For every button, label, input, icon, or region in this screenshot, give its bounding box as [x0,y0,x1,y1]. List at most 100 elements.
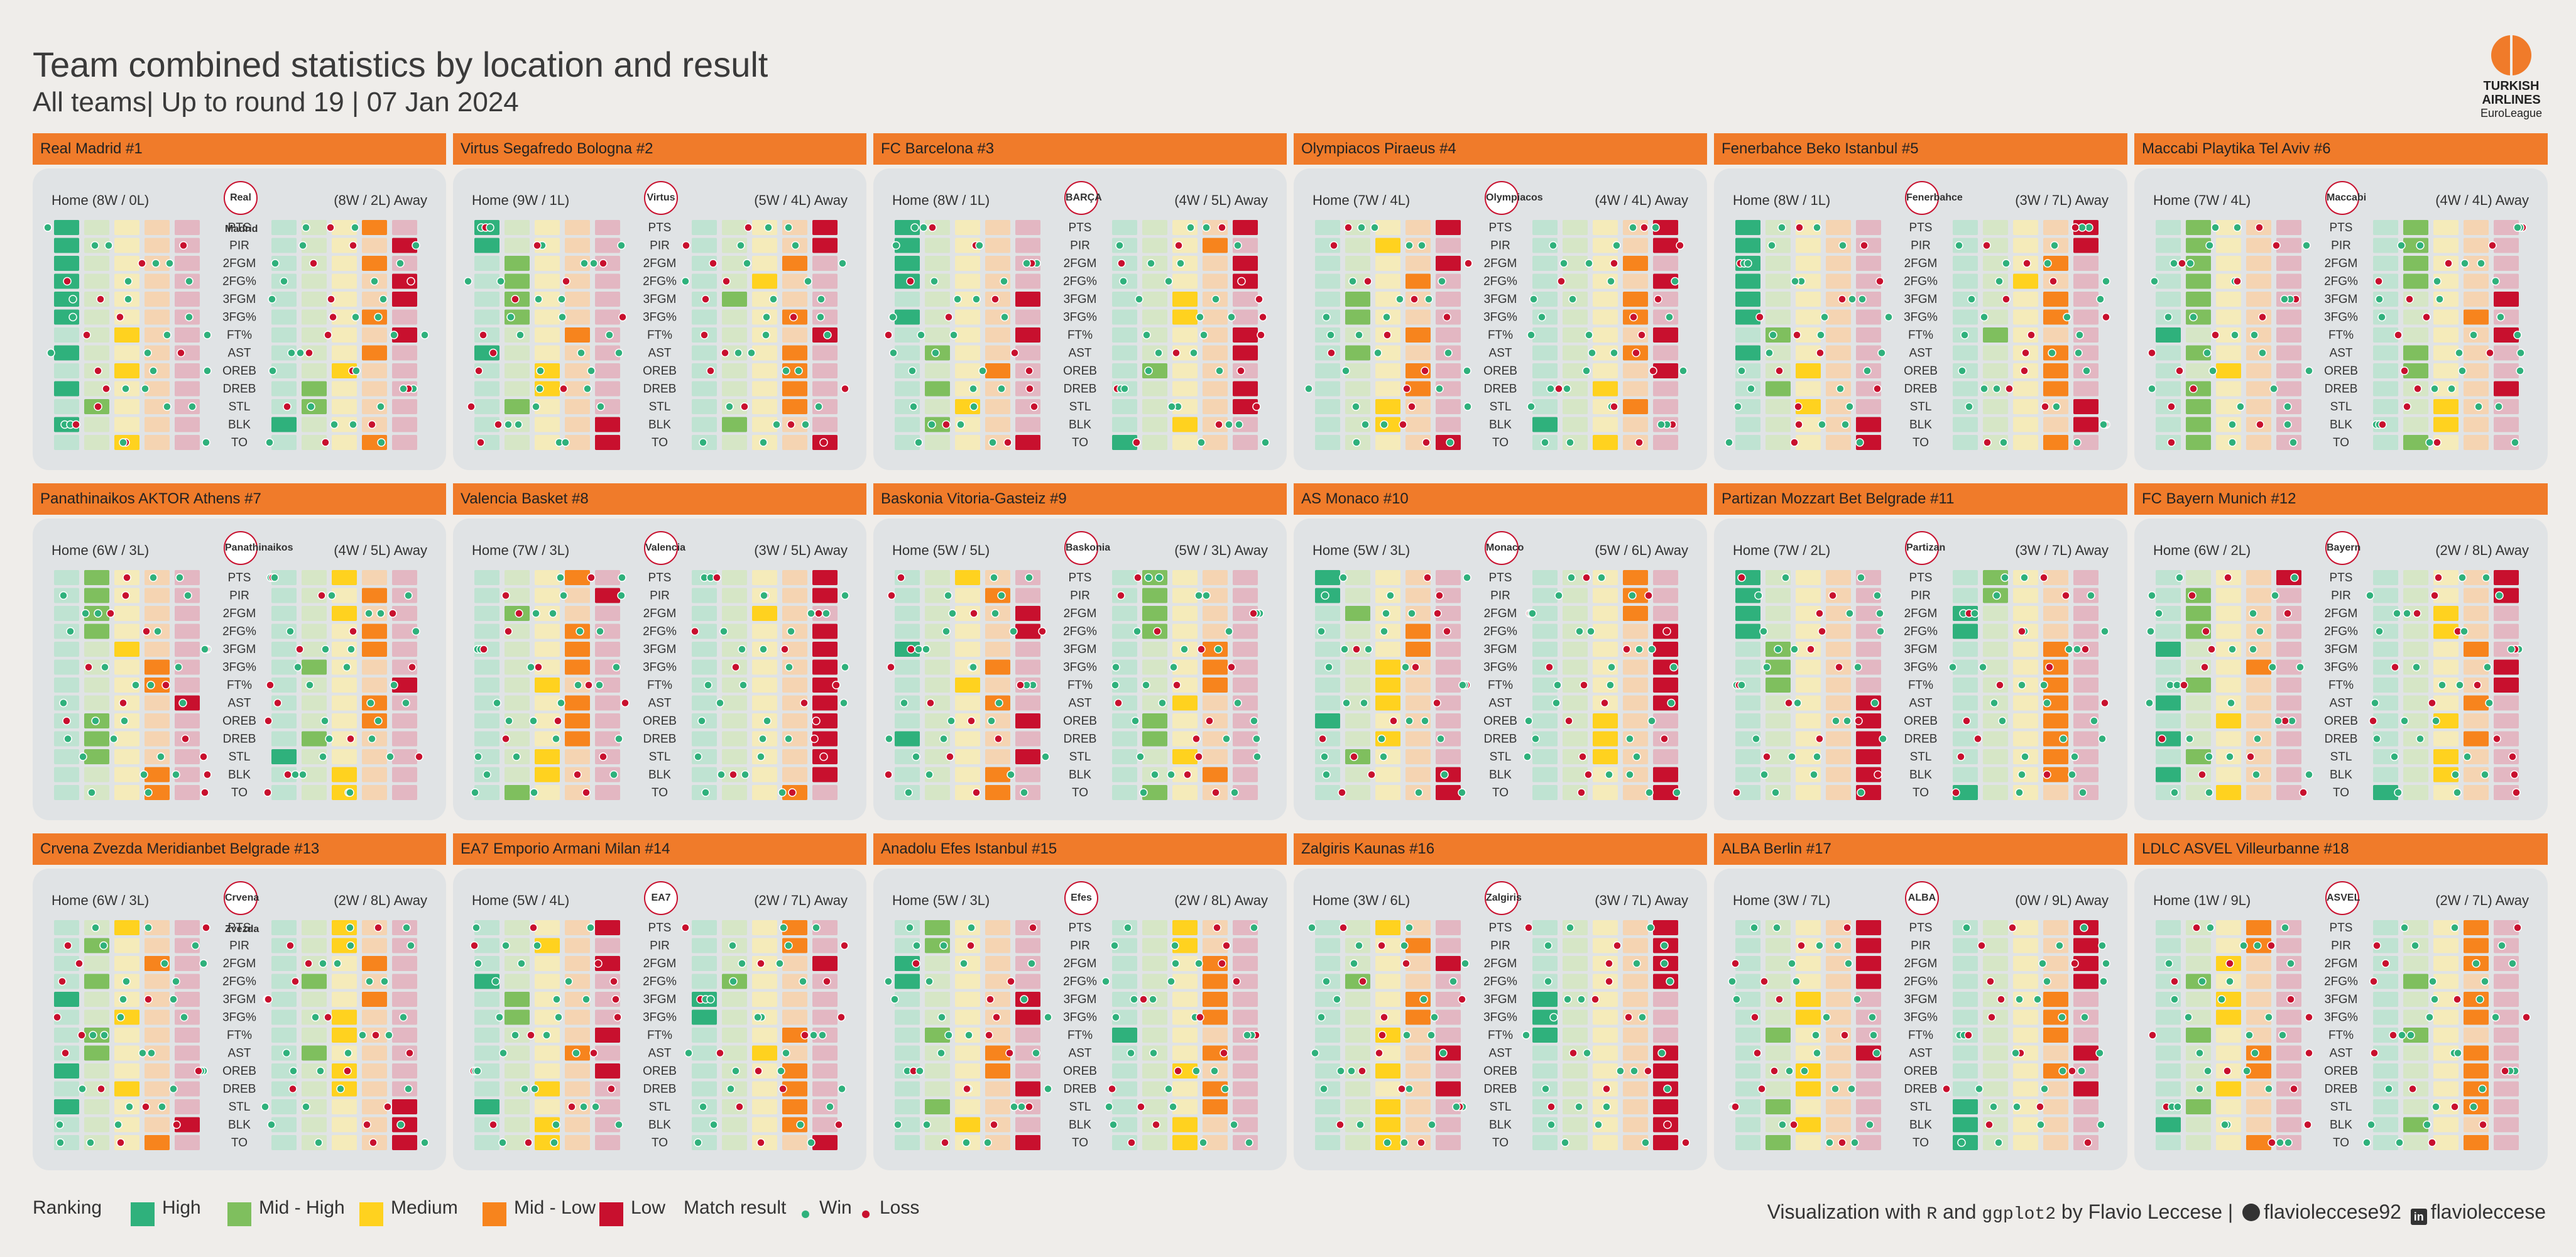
away-rank-cell [2403,435,2428,450]
home-rank-cell [895,309,920,325]
win-dot [1144,366,1153,375]
home-rank-cell [1796,785,1821,800]
win-dot [404,1084,413,1094]
team-panel-body: Home (5W / 5L) Baskonia (5W / 3L) Away PTS P… [873,519,1287,820]
credit-github[interactable]: flavioleccese92 [2264,1200,2401,1223]
loss-dot [501,734,510,744]
home-rank-cell [1735,309,1760,325]
stat-label: FT% [1067,1029,1093,1042]
away-rank-cell [302,327,327,343]
home-rank-cell [925,1099,950,1114]
home-rank-cell [1856,606,1881,621]
stat-label: 3FG% [222,1011,256,1024]
win-dot [1546,384,1555,393]
home-rank-cell [895,238,920,253]
win-dot [1427,1031,1436,1040]
away-rank-cell [1653,570,1678,585]
loss-dot [2005,384,2014,393]
win-dot [1322,770,1331,779]
team-logo-icon: Real Madrid [224,181,258,234]
win-dot [2280,295,2289,304]
home-rank-cell [985,678,1010,693]
home-rank-cell [2156,1009,2181,1025]
home-rank-cell [595,606,620,621]
home-rank-cell [2186,731,2211,747]
home-record: Home (3W / 6L) [1313,892,1411,908]
away-rank-cell [1953,1063,1978,1079]
away-rank-cell [362,938,387,953]
home-rank-cell [2276,238,2301,253]
loss-dot [383,1102,392,1111]
win-dot [1333,995,1341,1004]
win-dot [558,312,567,322]
home-rank-cell [1856,678,1881,693]
home-record: Home (6W / 3L) [52,542,150,558]
home-rank-cell [505,1063,530,1079]
away-rank-cell [302,570,327,585]
home-rank-cell [2246,570,2271,585]
home-rank-cell [985,1045,1010,1061]
away-rank-cell [2494,1117,2519,1133]
win-dot [2011,1048,2020,1058]
credit-linkedin[interactable]: flavioleccese [2430,1200,2546,1223]
away-record: (2W / 7L) Away [2435,892,2529,908]
away-rank-cell [782,327,807,343]
away-rank-cell [2494,606,2519,621]
win-dot [1527,402,1536,411]
win-dot [63,734,72,744]
stat-label: OREB [2324,365,2358,378]
away-rank-cell [1172,327,1198,343]
away-rank-cell [2373,606,2398,621]
loss-dot [1554,384,1563,393]
away-rank-cell [362,659,387,675]
stat-label: STL [1490,1101,1512,1114]
away-rank-cell [1563,309,1588,325]
win-dot [529,716,538,725]
stat-label: BLK [1489,769,1512,782]
loss-dot [2246,752,2255,761]
win-dot [1980,312,1989,322]
away-rank-cell [812,417,838,432]
away-rank-cell [1532,417,1558,432]
home-rank-cell [1856,713,1881,728]
away-rank-cell [271,1028,297,1043]
win-dot [1774,645,1782,654]
win-dot [1167,770,1176,779]
home-rank-cell [595,956,620,971]
win-dot [1790,645,1799,654]
away-rank-cell [1142,731,1167,747]
away-rank-cell [2373,435,2398,450]
stat-label: STL [1910,750,1932,764]
win-dot [1194,591,1203,600]
home-rank-cell [1315,956,1340,971]
win-dot [2078,223,2087,232]
win-dot [2375,295,2384,304]
win-dot [2145,698,2154,708]
away-rank-cell [752,256,777,271]
win-dot [747,348,756,358]
stat-label: 3FG% [2324,311,2358,324]
home-rank-cell [1015,1028,1040,1043]
away-rank-cell [2073,273,2098,289]
away-rank-cell [2403,345,2428,361]
away-rank-cell [1203,570,1228,585]
home-rank-cell [2276,1099,2301,1114]
win-dot [2507,645,2516,654]
away-rank-cell [1983,1045,2008,1061]
win-dot [1566,438,1575,447]
loss-dot [1753,1048,1762,1058]
home-rank-cell [2246,399,2271,414]
win-dot [1612,241,1621,250]
home-rank-cell [595,695,620,711]
away-rank-cell [2373,695,2398,711]
away-rank-cell [1983,220,2008,235]
win-dot [2058,1013,2066,1022]
home-rank-cell [955,731,980,747]
team-panel: Crvena Zvezda Meridianbet Belgrade #13 Ho… [33,833,446,1176]
loss-dot [1007,977,1015,986]
win-dot [336,1084,345,1094]
away-rank-cell [1623,381,1648,397]
loss-dot [1840,1031,1849,1040]
win-dot [514,420,523,429]
away-rank-cell [1233,399,1258,414]
